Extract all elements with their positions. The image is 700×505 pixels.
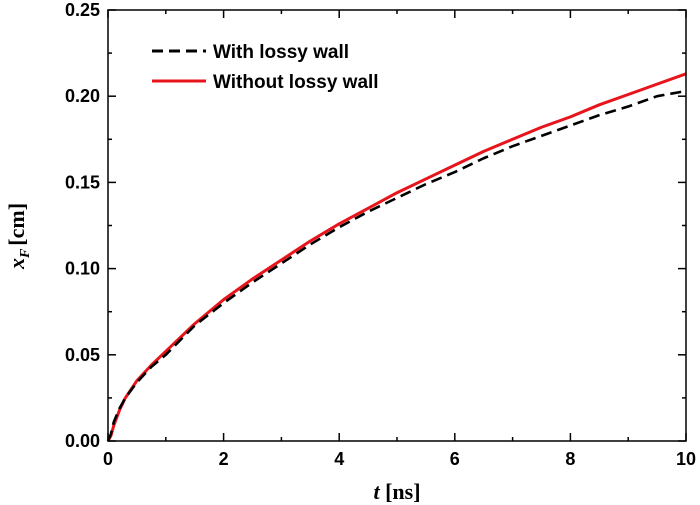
series-layer [106, 72, 687, 442]
x-tick-label: 2 [219, 449, 229, 469]
y-tick-label: 0.00 [65, 431, 100, 451]
x-tick-label: 10 [676, 449, 696, 469]
y-tick-label: 0.10 [65, 259, 100, 279]
x-tick-label: 4 [334, 449, 344, 469]
plot-frame [107, 9, 687, 442]
x-axis-symbol: t [373, 479, 380, 504]
y-tick-label: 0.25 [65, 0, 100, 20]
x-tick-label: 6 [450, 449, 460, 469]
series-line-without-lossy-wall [106, 72, 687, 442]
axis-ticks [107, 9, 687, 442]
y-axis-unit: [cm] [4, 203, 29, 246]
series-line-with-lossy-wall [106, 89, 687, 442]
legend: With lossy wall Without lossy wall [152, 42, 379, 93]
x-tick-label: 0 [103, 449, 113, 469]
y-tick-label: 0.20 [65, 86, 100, 106]
x-tick-label: 8 [565, 449, 575, 469]
y-axis-subscript: F [18, 248, 33, 259]
legend-label-without-lossy-wall: Without lossy wall [213, 72, 379, 93]
legend-label-with-lossy-wall: With lossy wall [213, 42, 349, 63]
y-axis-symbol: x [4, 258, 29, 270]
y-tick-label: 0.05 [65, 345, 100, 365]
x-axis-unit: [ns] [385, 479, 420, 504]
x-axis-title: t [ns] [373, 479, 420, 504]
y-tick-label: 0.15 [65, 172, 100, 192]
y-axis-title: xF [cm] [4, 203, 33, 270]
tick-labels: 0 2 4 6 8 10 0.00 0.05 0.10 0.15 0.20 0.25 [65, 0, 696, 469]
